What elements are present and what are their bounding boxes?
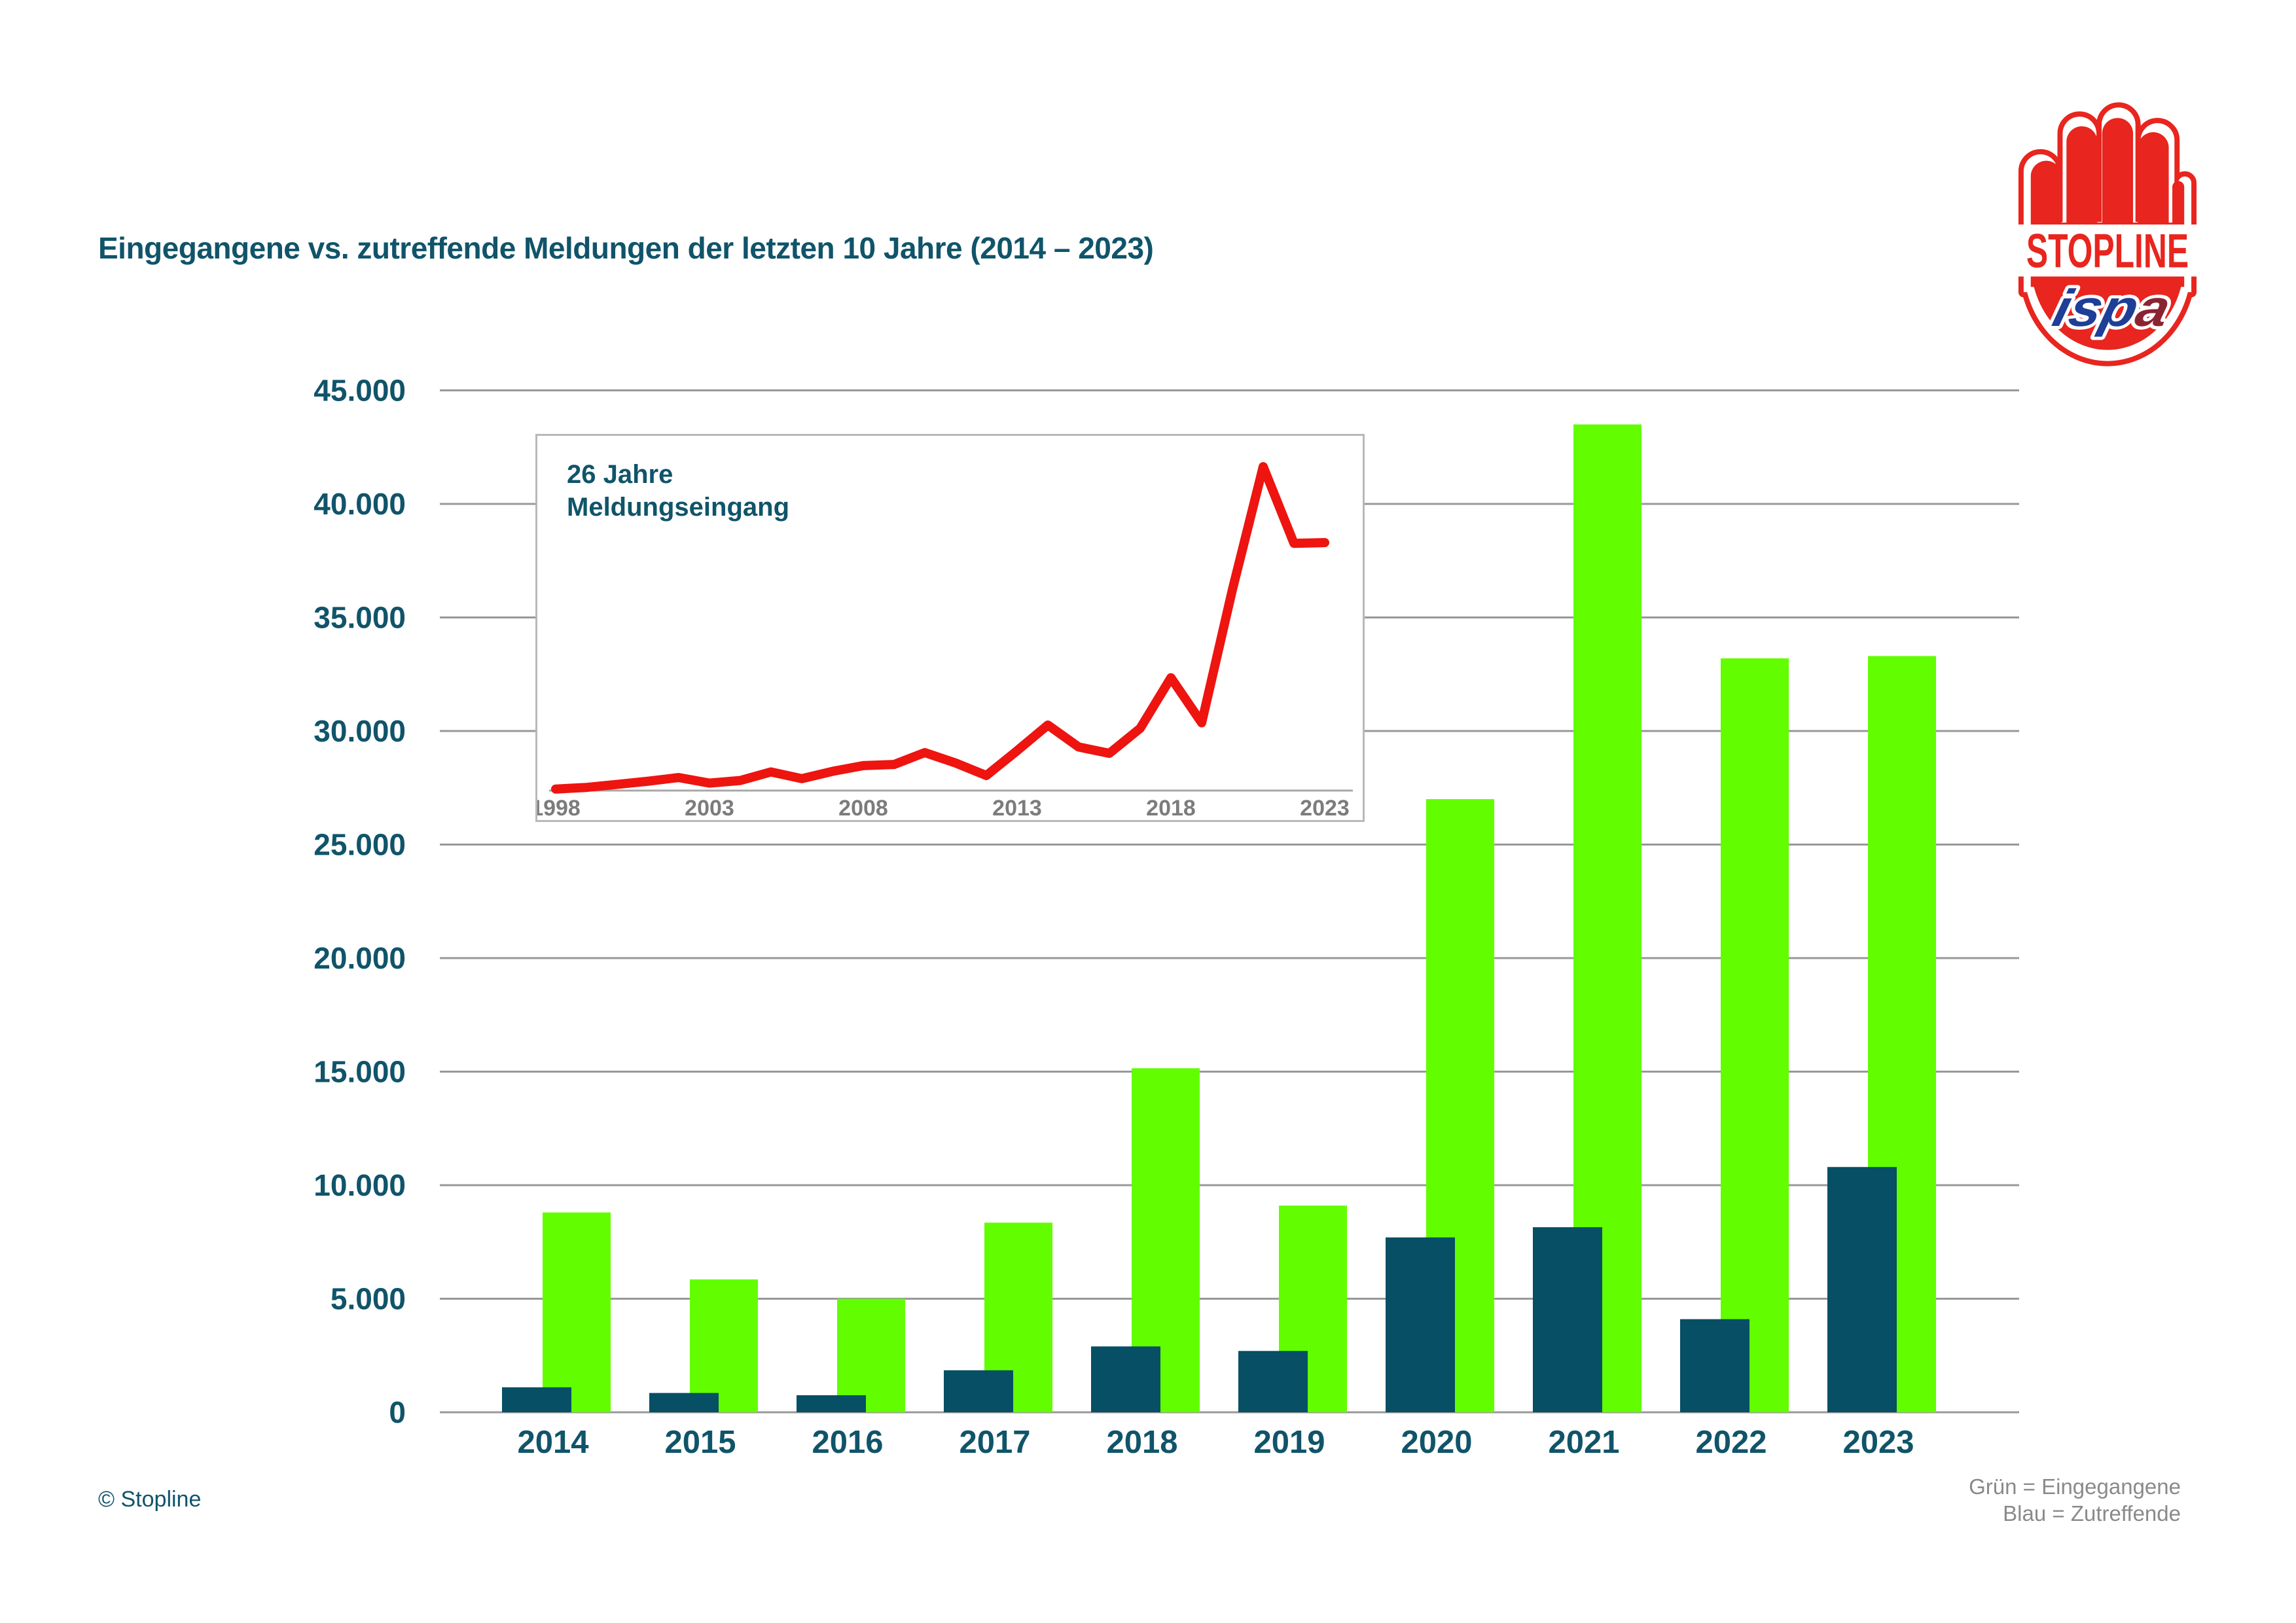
x-axis-label: 2017 <box>959 1425 1030 1460</box>
legend-line-green: Grün = Eingegangene <box>1969 1474 2181 1499</box>
y-axis-label: 25.000 <box>314 828 406 862</box>
bar-zutreffende-2014 <box>502 1387 571 1412</box>
inset-title-line1: 26 Jahre <box>567 460 673 489</box>
inset-line-chart-panel: 1998 2003 2008 2013 2018 2023 26 Jahre Meldun… <box>535 434 1365 822</box>
bar-eingegangene-2016 <box>837 1298 905 1412</box>
stop-hand-icon: STOPLINE ispa <box>2011 102 2200 366</box>
x-axis-label: 2014 <box>517 1425 588 1460</box>
inset-chart-title: 26 Jahre Meldungseingang <box>567 458 789 524</box>
logo-ispa-blue: isp <box>2047 279 2144 338</box>
inset-x-label: 2013 <box>992 796 1042 820</box>
bar-zutreffende-2015 <box>649 1393 719 1412</box>
main-bars: 2014 2015 2016 2017 2018 2019 2020 2021 2022 2023 <box>502 424 1936 1460</box>
x-axis-label: 2021 <box>1548 1425 1619 1460</box>
bar-eingegangene-2015 <box>690 1279 758 1412</box>
x-axis-label: 2022 <box>1695 1425 1767 1460</box>
bar-eingegangene-2014 <box>543 1212 611 1412</box>
y-axis-label: 0 <box>389 1395 406 1429</box>
inset-x-label: 2018 <box>1146 796 1196 820</box>
stopline-ispa-logo: STOPLINE ispa <box>2011 102 2200 366</box>
inset-line-chart: 1998 2003 2008 2013 2018 2023 <box>537 462 1353 820</box>
inset-line-series <box>551 462 1329 794</box>
logo-ispa-text: ispa <box>2047 279 2176 338</box>
page-title: Eingegangene vs. zutreffende Meldungen d… <box>98 231 1154 265</box>
logo-stopline-text: STOPLINE <box>2026 224 2189 278</box>
x-axis-label: 2023 <box>1842 1425 1914 1460</box>
bar-zutreffende-2019 <box>1238 1351 1308 1412</box>
bar-zutreffende-2020 <box>1386 1237 1455 1412</box>
inset-x-label: 2008 <box>838 796 888 820</box>
bar-zutreffende-2021 <box>1533 1227 1602 1412</box>
inset-title-line2: Meldungseingang <box>567 493 789 522</box>
bar-eingegangene-2022 <box>1721 658 1789 1413</box>
color-legend: Grün = Eingegangene Blau = Zutreffende <box>1969 1474 2181 1527</box>
y-axis-label: 30.000 <box>314 714 406 748</box>
y-axis-label: 35.000 <box>314 601 406 635</box>
y-axis-label: 5.000 <box>331 1282 406 1316</box>
copyright-note: © Stopline <box>98 1487 202 1512</box>
x-axis-label: 2020 <box>1401 1425 1472 1460</box>
y-axis-label: 10.000 <box>314 1168 406 1202</box>
bar-zutreffende-2018 <box>1091 1346 1160 1412</box>
inset-x-labels: 1998 2003 2008 2013 2018 2023 <box>537 796 1350 820</box>
bar-zutreffende-2022 <box>1680 1319 1749 1412</box>
y-axis-label: 40.000 <box>314 487 406 521</box>
main-gridlines: 0 5.000 10.000 15.000 20.000 25.000 30.000 35.0… <box>314 374 2019 1429</box>
x-axis-label: 2019 <box>1253 1425 1325 1460</box>
x-axis-label: 2018 <box>1106 1425 1177 1460</box>
x-axis-label: 2016 <box>812 1425 883 1460</box>
logo-band <box>2011 224 2200 277</box>
y-axis-label: 20.000 <box>314 941 406 975</box>
bar-zutreffende-2023 <box>1827 1167 1897 1412</box>
bar-zutreffende-2016 <box>797 1395 866 1412</box>
inset-x-label: 2023 <box>1300 796 1350 820</box>
inset-x-label: 1998 <box>537 796 581 820</box>
legend-line-blue: Blau = Zutreffende <box>2003 1501 2181 1525</box>
y-axis-label: 15.000 <box>314 1055 406 1089</box>
inset-x-label: 2003 <box>685 796 734 820</box>
bar-zutreffende-2017 <box>944 1370 1013 1412</box>
x-axis-label: 2015 <box>664 1425 736 1460</box>
y-axis-label: 45.000 <box>314 374 406 408</box>
